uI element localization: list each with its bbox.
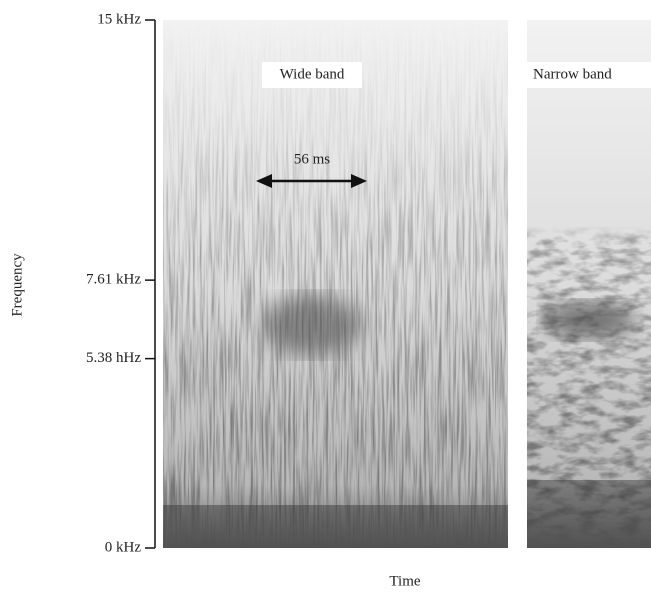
label-bg — [262, 62, 362, 88]
label-bg — [527, 62, 651, 88]
panel-label: Narrow band — [533, 66, 612, 82]
annotation: 56 ms — [294, 151, 330, 167]
panel-label: Wide band — [280, 66, 345, 82]
y-tick-label: 7.61 kHz — [86, 272, 141, 288]
y-tick-label: 15 kHz — [97, 11, 141, 27]
duration-arrow — [256, 174, 367, 188]
x-axis-label: Time — [389, 573, 420, 589]
y-axis-label: Frequency — [9, 253, 25, 317]
narrow-band-spectrogram — [527, 20, 651, 548]
wide-band-spectrogram — [163, 20, 508, 548]
y-tick-label: 5.38 hHz — [86, 350, 141, 366]
y-tick-label: 0 kHz — [105, 539, 142, 555]
